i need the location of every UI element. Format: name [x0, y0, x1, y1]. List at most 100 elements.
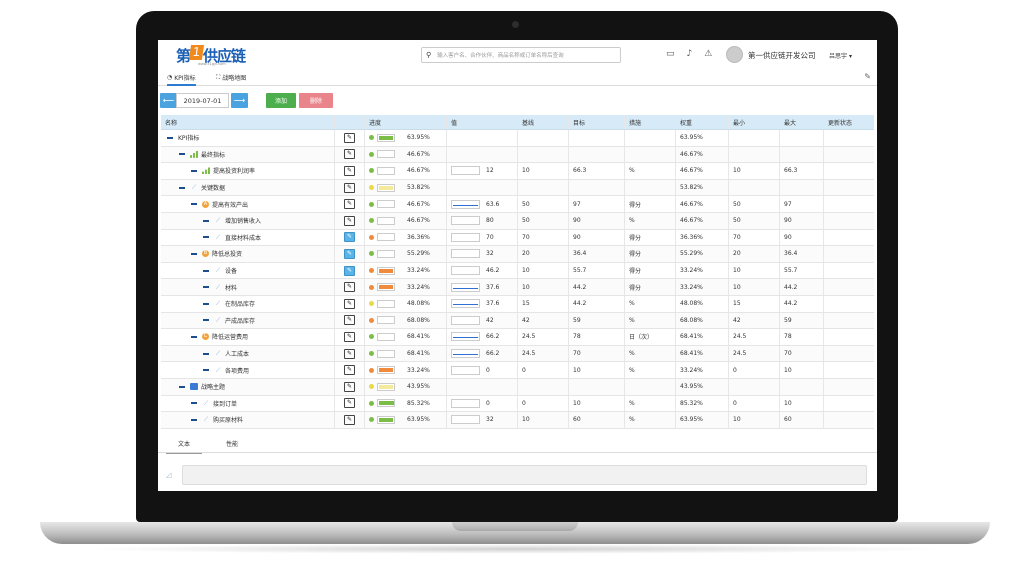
collapse-toggle[interactable] — [203, 319, 209, 322]
collapse-toggle[interactable] — [191, 418, 197, 421]
logo-text: 第 — [176, 47, 191, 65]
column-header[interactable]: 最大 — [780, 115, 824, 129]
collapse-toggle[interactable] — [191, 252, 197, 255]
table-row[interactable]: B 降低总投资 ✎ 55.29% 32 20 36.4 得分 55.29% 20 36.4 — [161, 246, 874, 263]
tab-kpi[interactable]: ◔ KPI指标 — [167, 73, 196, 86]
edit-icon[interactable]: ✎ — [344, 414, 355, 425]
column-header[interactable]: 值 — [447, 115, 518, 129]
edit-icon[interactable]: ✎ — [344, 365, 355, 376]
collapse-toggle[interactable] — [203, 236, 209, 239]
bell-icon[interactable]: ♪ — [686, 49, 693, 59]
collapse-toggle[interactable] — [167, 136, 173, 139]
target-cell: 66.3 — [569, 163, 625, 179]
delete-button[interactable]: 删除 — [299, 93, 333, 108]
text-area[interactable] — [182, 465, 867, 485]
value-text: 0 — [486, 399, 490, 407]
edit-cell: ✎ — [335, 262, 365, 279]
collapse-toggle[interactable] — [191, 169, 197, 172]
sparkline — [451, 349, 480, 359]
collapse-toggle[interactable] — [179, 385, 185, 388]
edit-icon[interactable]: ✎ — [344, 149, 355, 160]
avatar[interactable] — [726, 46, 743, 63]
document-icon[interactable]: ▭ — [666, 49, 675, 59]
table-row[interactable]: ⟋ 关键数据 ✎ 53.82% 53.82% — [161, 179, 874, 197]
min-cell: 15 — [729, 295, 780, 312]
table-row[interactable]: 战略主题 ✎ 43.95% 43.95% — [161, 378, 874, 396]
status-dot — [369, 317, 374, 323]
prev-date-button[interactable]: ⟵ — [160, 93, 177, 108]
progress-value: 33.24% — [407, 283, 430, 291]
edit-icon[interactable]: ✎ — [344, 199, 355, 210]
table-row[interactable]: ⟋ 产成品库存 ✎ 68.08% 42 42 59% 68.08% 42 59 — [161, 312, 874, 330]
tab-strategy-map[interactable]: ⛶ 战略地图 — [216, 73, 246, 83]
column-header[interactable]: 最小 — [729, 115, 780, 129]
column-header[interactable]: 基线 — [518, 115, 569, 129]
edit-icon[interactable]: ✎ — [344, 132, 355, 143]
bottom-tabs: 文本 性能 — [158, 433, 877, 454]
next-date-button[interactable]: ⟶ — [231, 93, 248, 108]
edit-icon[interactable]: ✎ — [344, 248, 355, 259]
measure-cell: 日（次） — [625, 329, 676, 345]
table-row[interactable]: ⟋ 购买原材料 ✎ 63.95% 32 10 60% 63.95% 10 60 — [161, 412, 874, 429]
edit-icon[interactable]: ✎ — [344, 348, 355, 359]
edit-icon[interactable]: ✎ — [344, 315, 355, 326]
column-header[interactable]: 进度 — [365, 115, 447, 129]
edit-icon[interactable]: ✎ — [344, 298, 355, 309]
table-row[interactable]: ⟋ 材料 ✎ 33.24% 37.6 10 44.2 得分 33.24% 10 44.2 — [161, 279, 874, 296]
collapse-toggle[interactable] — [191, 203, 197, 206]
tab-performance[interactable]: 性能 — [226, 441, 239, 448]
table-row[interactable]: ⟋ 人工成本 ✎ 68.41% 66.2 24.5 70% 68.41% 24.5 70 — [161, 345, 874, 363]
collapse-toggle[interactable] — [203, 286, 209, 289]
date-field[interactable]: 2019-07-01 — [176, 93, 229, 108]
column-header[interactable] — [335, 115, 365, 129]
user-menu[interactable]: 吕思宇 ▾ — [829, 51, 852, 60]
edit-icon[interactable]: ✎ — [344, 331, 355, 342]
table-row[interactable]: ⟋ 直接材料成本 ✎ 36.36% 70 70 90 得分 36.36% 70 90 — [161, 229, 874, 247]
edit-icon[interactable]: ✎ — [344, 165, 355, 176]
search-input[interactable]: ⚲ 输入客户名、合作伙伴、商品名称或订单名称后查询 — [421, 47, 621, 63]
pencil-icon[interactable]: ✎ — [864, 72, 871, 81]
column-header[interactable]: 措施 — [625, 115, 676, 129]
table-row[interactable]: ⟋ 增加销售收入 ✎ 46.67% 80 50 90% 46.67% 50 90 — [161, 212, 874, 230]
column-header[interactable]: 名称 — [161, 115, 335, 129]
table-row[interactable]: KPI指标 ✎ 63.95% 63.95% — [161, 130, 874, 147]
collapse-toggle[interactable] — [179, 186, 185, 189]
column-header[interactable]: 权重 — [676, 115, 729, 129]
edit-icon[interactable]: ✎ — [344, 215, 355, 226]
sparkline — [451, 415, 480, 425]
table-row[interactable]: ⟋ 设备 ✎ 33.24% 46.2 10 55.7 得分 33.24% 10 55.7 — [161, 262, 874, 280]
collapse-toggle[interactable] — [203, 219, 209, 222]
edit-icon[interactable]: ✎ — [344, 282, 355, 293]
warning-icon[interactable]: ⚠ — [704, 49, 713, 59]
table-row[interactable]: C 降低运营费用 ✎ 68.41% 66.2 24.5 78 日（次） 68.41% 24.5 78 — [161, 329, 874, 346]
edit-cell: ✎ — [335, 146, 365, 163]
edit-icon[interactable]: ✎ — [344, 182, 355, 193]
measure-cell — [625, 130, 676, 146]
target-cell: 59 — [569, 312, 625, 329]
table-row[interactable]: 提高投资利润率 ✎ 46.67% 12 10 66.3% 46.67% 10 66.3 — [161, 163, 874, 180]
collapse-toggle[interactable] — [203, 369, 209, 372]
column-header[interactable]: 更新状态 — [828, 119, 853, 127]
table-row[interactable]: 最终指标 ✎ 46.67% 46.67% — [161, 146, 874, 164]
baseline-cell: 15 — [518, 295, 569, 312]
collapse-toggle[interactable] — [191, 402, 197, 405]
table-row[interactable]: ⟋ 接到订单 ✎ 85.32% 0 0 10% 85.32% 0 10 — [161, 395, 874, 413]
edit-icon[interactable]: ✎ — [344, 265, 355, 276]
table-row[interactable]: A 提高有效产出 ✎ 46.67% 63.6 50 97 得分 46.67% 50 97 — [161, 196, 874, 213]
edit-icon[interactable]: ✎ — [344, 381, 355, 392]
collapse-toggle[interactable] — [203, 269, 209, 272]
add-button[interactable]: 添加 — [266, 93, 296, 108]
tab-text[interactable]: 文本 — [166, 439, 203, 454]
progress-cell: 33.24% — [365, 262, 447, 279]
column-header[interactable]: 目标 — [569, 115, 625, 129]
collapse-toggle[interactable] — [191, 335, 197, 338]
company-name: 第一供应链开发公司 — [748, 51, 816, 60]
brand-logo[interactable]: 第 1 供应链 www.51gyl.com — [176, 45, 256, 67]
collapse-toggle[interactable] — [179, 153, 185, 156]
table-row[interactable]: ⟋ 在制品库存 ✎ 48.08% 37.6 15 44.2% 48.08% 15 44.2 — [161, 295, 874, 313]
collapse-toggle[interactable] — [203, 352, 209, 355]
edit-icon[interactable]: ✎ — [344, 398, 355, 409]
collapse-toggle[interactable] — [203, 302, 209, 305]
table-row[interactable]: ⟋ 各项费用 ✎ 33.24% 0 0 10% 33.24% 0 10 — [161, 362, 874, 379]
edit-icon[interactable]: ✎ — [344, 232, 355, 243]
